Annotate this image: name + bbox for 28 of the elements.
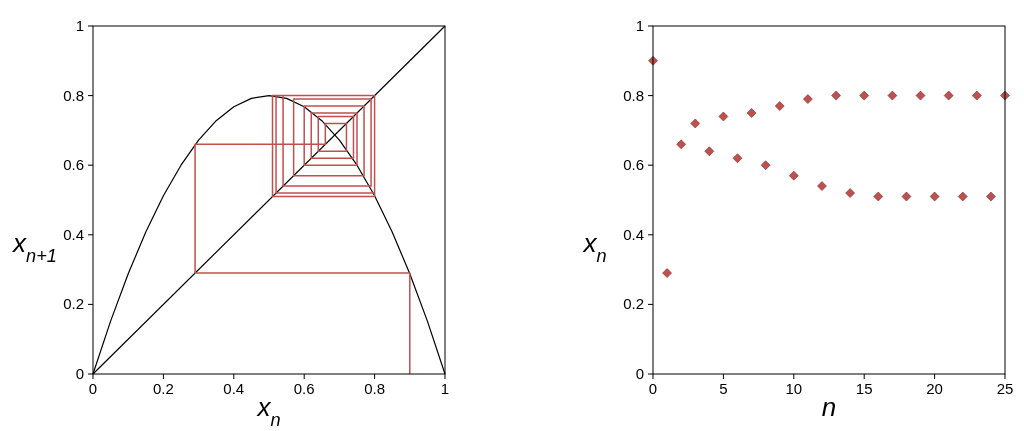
y-tick-label: 0 <box>635 365 644 382</box>
y-tick-label: 1 <box>635 17 644 34</box>
x-axis-title: x$_{n}$ <box>255 392 281 430</box>
x-tick-label: 10 <box>785 380 803 397</box>
y-tick-label: 0.4 <box>63 225 84 243</box>
x-tick-label: 0.6 <box>293 380 315 397</box>
x-tick-label: 25 <box>996 380 1014 397</box>
x-tick-label: 20 <box>926 380 943 397</box>
x-tick-label: 5 <box>719 380 728 397</box>
x-tick-label: 15 <box>855 380 873 397</box>
x-tick-label: 0 <box>88 380 98 397</box>
y-tick-label: 0.8 <box>63 86 84 104</box>
x-tick-label: 0.4 <box>223 380 245 397</box>
x-tick-label: 1 <box>440 380 450 397</box>
y-tick-label: 0.2 <box>623 295 644 313</box>
y-tick-label: 0.2 <box>63 295 84 313</box>
y-tick-label: 0 <box>75 365 84 382</box>
y-axis-title: x$_{n}$ <box>581 228 607 266</box>
x-tick-label: 0.2 <box>152 380 174 397</box>
y-tick-label: 0.4 <box>623 225 644 243</box>
x-tick-label: 0.8 <box>364 380 386 397</box>
y-tick-label: 0.8 <box>623 86 644 104</box>
y-axis-title: x$_{n+1}$ <box>11 228 57 266</box>
y-tick-label: 0.6 <box>63 156 84 174</box>
x-tick-label: 0 <box>648 380 658 397</box>
x-axis-title: n <box>821 392 837 422</box>
y-tick-label: 0.6 <box>623 156 644 174</box>
y-tick-label: 1 <box>75 17 84 34</box>
